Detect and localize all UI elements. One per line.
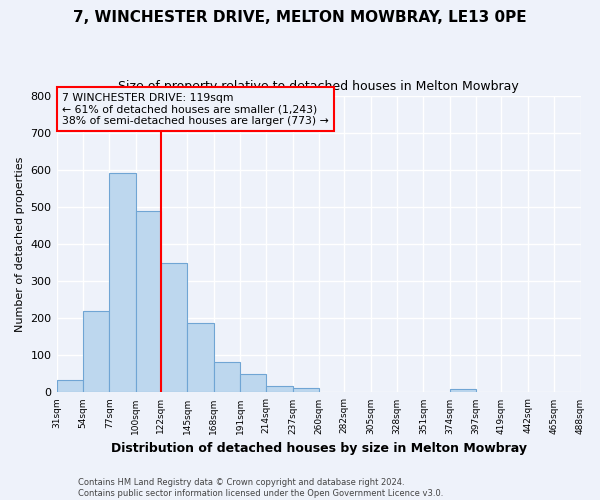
Bar (293, 388, 319, 392)
X-axis label: Distribution of detached houses by size in Melton Mowbray: Distribution of detached houses by size … (110, 442, 527, 455)
Text: 7 WINCHESTER DRIVE: 119sqm
← 61% of detached houses are smaller (1,243)
38% of s: 7 WINCHESTER DRIVE: 119sqm ← 61% of deta… (62, 92, 329, 126)
Bar (214, 362, 240, 392)
Bar (161, 262, 187, 392)
Bar (83, 311, 109, 392)
Bar (450, 390, 476, 392)
Bar (266, 386, 293, 392)
Bar (187, 322, 214, 392)
Text: Contains HM Land Registry data © Crown copyright and database right 2024.
Contai: Contains HM Land Registry data © Crown c… (78, 478, 443, 498)
Title: Size of property relative to detached houses in Melton Mowbray: Size of property relative to detached ho… (118, 80, 519, 93)
Bar (240, 374, 266, 392)
Bar (56, 380, 83, 392)
Bar (109, 174, 136, 392)
Bar (136, 210, 161, 392)
Text: 7, WINCHESTER DRIVE, MELTON MOWBRAY, LE13 0PE: 7, WINCHESTER DRIVE, MELTON MOWBRAY, LE1… (73, 10, 527, 25)
Y-axis label: Number of detached properties: Number of detached properties (15, 156, 25, 332)
